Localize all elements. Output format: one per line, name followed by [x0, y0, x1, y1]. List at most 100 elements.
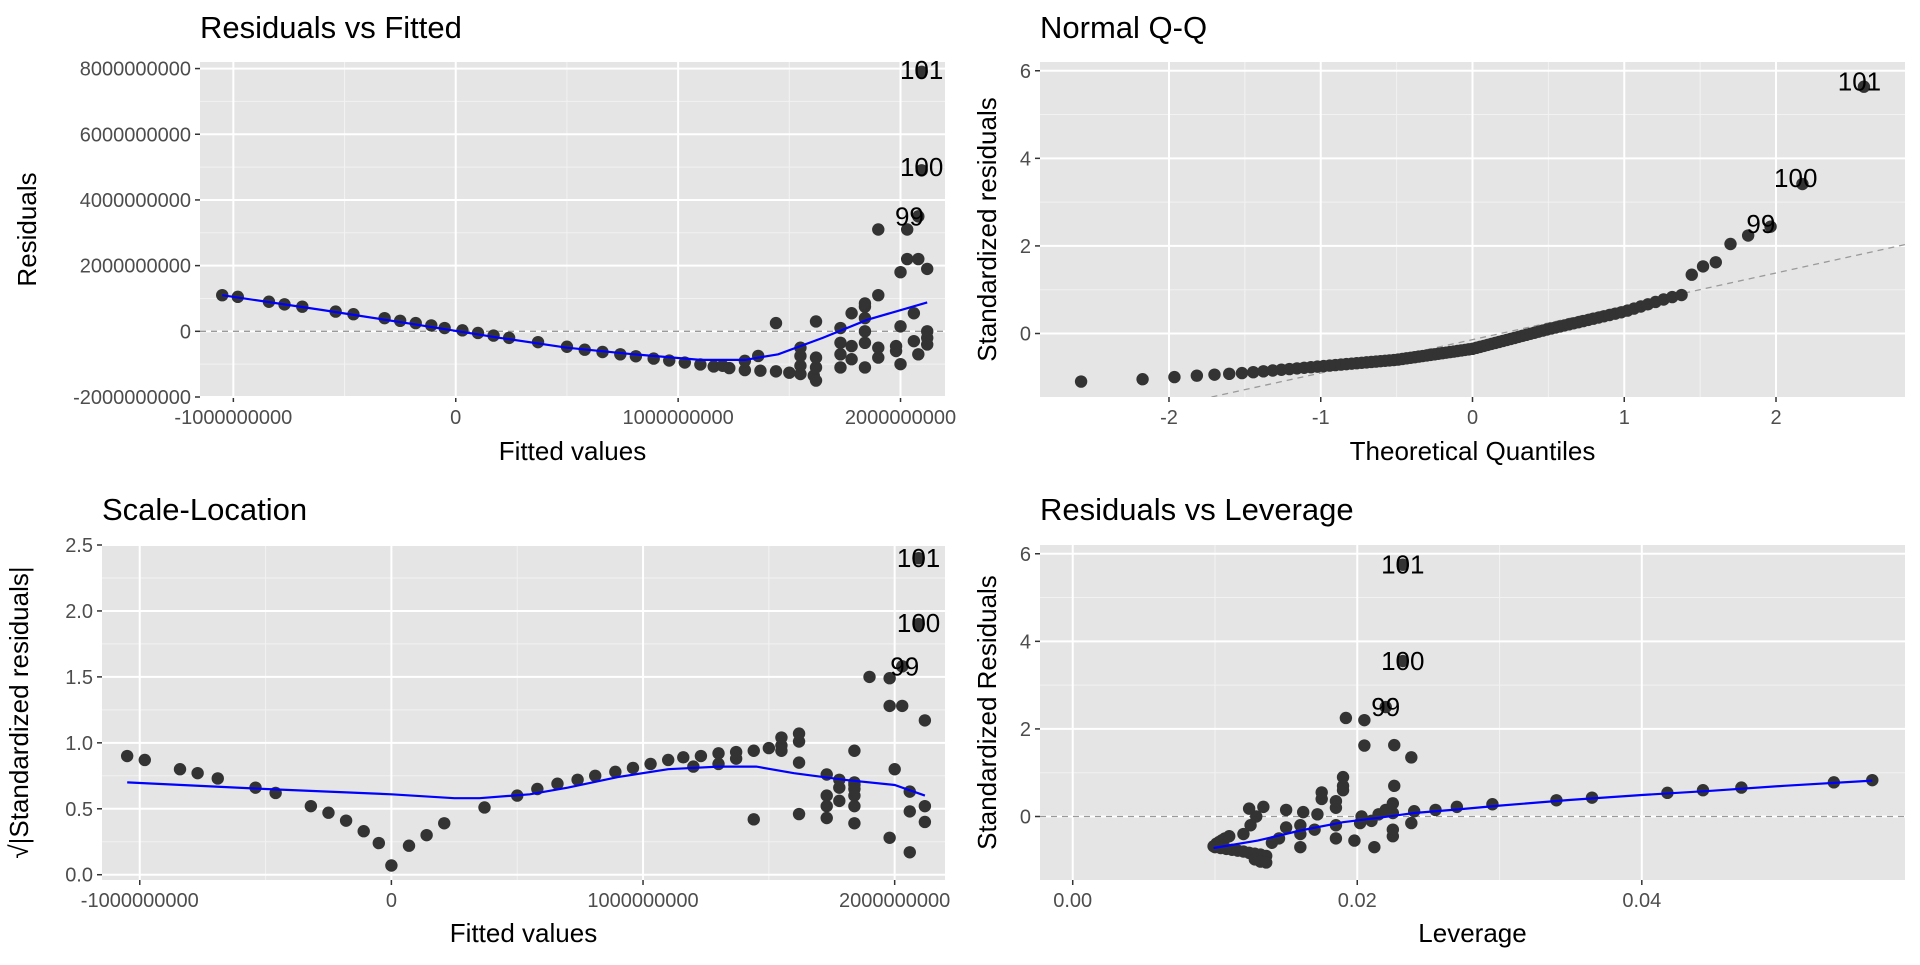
data-point [1235, 366, 1249, 380]
data-point [903, 846, 916, 859]
data-point [1168, 370, 1181, 384]
data-point [120, 749, 134, 763]
y-tick-label: 2000000000 [80, 256, 191, 278]
data-point [921, 338, 934, 351]
data-point [393, 314, 407, 328]
data-point [1223, 367, 1236, 381]
data-point [918, 714, 932, 727]
plot-area [1040, 558, 1905, 869]
data-point [571, 773, 584, 786]
data-point [1379, 700, 1392, 714]
data-point [1279, 821, 1293, 834]
data-point [747, 744, 760, 757]
data-point [848, 789, 861, 802]
data-point [820, 799, 833, 813]
panel-title: Normal Q-Q [1040, 10, 1207, 45]
data-point [848, 744, 861, 757]
smooth-line [222, 294, 928, 361]
data-point [438, 817, 451, 830]
data-point [1136, 373, 1149, 386]
data-point [1358, 739, 1371, 752]
data-point [694, 358, 707, 371]
data-point [402, 839, 416, 852]
data-point [1329, 832, 1343, 845]
data-point [900, 223, 914, 236]
y-tick-label: 4000000000 [80, 190, 191, 212]
data-point [896, 699, 909, 713]
data-point [1735, 781, 1748, 794]
data-point [888, 763, 901, 776]
data-point [1388, 779, 1401, 793]
y-tick-label: 4 [1020, 148, 1031, 170]
panel-title: Residuals vs Leverage [1040, 492, 1354, 527]
data-point [1709, 256, 1722, 269]
y-tick-label: 1.0 [65, 733, 93, 755]
data-point [378, 311, 391, 325]
data-point [1368, 840, 1381, 854]
x-tick-label: -2 [1160, 407, 1178, 429]
panel-title: Scale-Location [102, 492, 307, 527]
x-tick-label: 0 [386, 890, 397, 912]
data-point [894, 265, 907, 279]
data-point [1866, 773, 1879, 787]
minor-grid [1040, 545, 1905, 880]
y-tick-label: 2 [1020, 719, 1031, 741]
data-point [894, 357, 907, 371]
y-tick-label: 6 [1020, 544, 1031, 566]
data-point [304, 799, 318, 813]
data-point [848, 799, 861, 813]
plot-background [102, 545, 945, 880]
data-point [531, 335, 545, 349]
point-label: 101 [900, 55, 943, 85]
x-axis-title: Fitted values [499, 436, 646, 466]
data-point [834, 348, 847, 361]
data-point [762, 741, 776, 755]
data-point [1675, 288, 1688, 302]
minor-grid [102, 545, 945, 880]
y-tick-label: 0.5 [65, 799, 93, 821]
data-point [1386, 797, 1400, 810]
data-point [809, 361, 823, 374]
x-tick-label: 2000000000 [845, 407, 956, 429]
data-point [357, 825, 370, 838]
data-point [820, 811, 833, 825]
data-point [707, 360, 720, 373]
data-point [1260, 856, 1273, 869]
data-point [820, 789, 833, 802]
data-point [783, 366, 796, 379]
data-point [872, 341, 885, 354]
data-point [858, 361, 872, 374]
x-tick-label: 2 [1770, 407, 1781, 429]
point-label: 99 [890, 651, 919, 681]
y-tick-label: 4 [1020, 631, 1031, 653]
point-label: 100 [1381, 646, 1424, 676]
y-axis-title: √|Standardized residuals| [4, 566, 34, 858]
x-tick-label: 2000000000 [839, 890, 950, 912]
data-point [409, 316, 422, 330]
data-point [1315, 786, 1328, 799]
data-point [173, 763, 187, 776]
point-label: 100 [900, 152, 943, 182]
x-tick-label: -1 [1312, 407, 1330, 429]
data-point [1348, 834, 1361, 847]
data-point [1242, 802, 1256, 815]
data-point [833, 794, 846, 808]
data-point [912, 210, 925, 223]
data-point [792, 756, 806, 769]
data-point [712, 747, 725, 760]
data-point [339, 814, 353, 827]
data-point [589, 769, 602, 783]
y-tick-label: 8000000000 [80, 59, 191, 81]
data-point [1074, 375, 1088, 388]
data-point [644, 757, 657, 771]
data-point [1358, 713, 1371, 727]
data-point [769, 316, 783, 330]
data-point [1244, 819, 1257, 832]
data-point [1764, 220, 1777, 233]
smooth-line [127, 765, 926, 800]
data-point [1294, 819, 1307, 832]
data-point [903, 805, 916, 818]
data-point [712, 757, 725, 771]
data-point [694, 749, 708, 763]
y-tick-label: 0 [1020, 807, 1031, 829]
